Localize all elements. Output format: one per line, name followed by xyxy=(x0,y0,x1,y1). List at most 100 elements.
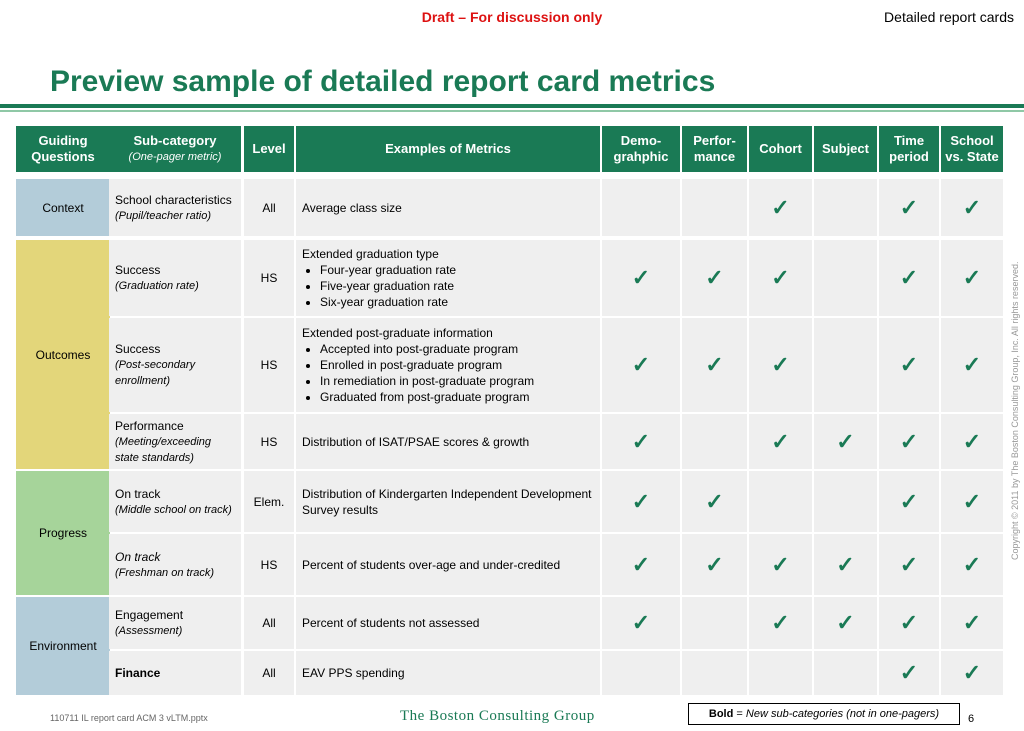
empty-cell xyxy=(814,318,877,412)
check-icon: ✓ xyxy=(631,352,651,377)
metric-text: Extended post-graduate information xyxy=(302,326,493,340)
check-icon: ✓ xyxy=(705,551,724,577)
check-icon: ✓ xyxy=(771,551,790,577)
column-header: Subject xyxy=(814,126,877,172)
level-value: HS xyxy=(260,434,278,449)
check-icon: ✓ xyxy=(962,610,982,635)
check-cell: ✓ xyxy=(682,471,747,532)
subcategory-note: (Post-secondary enrollment) xyxy=(115,359,196,387)
group-context: Context xyxy=(16,179,110,236)
column-header: Sub-category (One-pager metric) xyxy=(109,126,241,172)
check-cell: ✓ xyxy=(879,471,939,532)
check-cell: ✓ xyxy=(941,179,1003,236)
legend-bold: Bold xyxy=(708,708,734,720)
draft-banner: Draft – For discussion only xyxy=(421,9,603,25)
metric-text: Average class size xyxy=(302,200,402,215)
check-cell: ✓ xyxy=(682,318,747,412)
check-icon: ✓ xyxy=(899,551,919,577)
check-icon: ✓ xyxy=(899,610,919,635)
check-icon: ✓ xyxy=(962,551,982,577)
group-label: Progress xyxy=(38,526,88,540)
check-cell: ✓ xyxy=(814,534,877,595)
metric-bullet: Six-year graduation rate xyxy=(320,294,594,310)
subcategory-cell: Success (Post-secondary enrollment) xyxy=(109,318,241,412)
section-label: Detailed report cards xyxy=(884,9,1014,25)
check-icon: ✓ xyxy=(631,610,651,635)
column-header: Time period xyxy=(879,126,939,172)
copyright-notice: Copyright © 2011 by The Boston Consultin… xyxy=(1010,261,1020,560)
metric-bullets: Accepted into post-graduate programEnrol… xyxy=(302,341,594,405)
level-value: HS xyxy=(260,358,278,372)
check-cell: ✓ xyxy=(941,414,1003,469)
metric-cell: Average class size xyxy=(296,179,600,236)
check-icon: ✓ xyxy=(771,428,790,454)
check-cell: ✓ xyxy=(602,318,680,412)
group-progress: Progress xyxy=(16,471,110,595)
check-icon: ✓ xyxy=(631,551,651,577)
check-cell: ✓ xyxy=(941,471,1003,532)
subcategory-note: (Middle school on track) xyxy=(115,503,232,516)
check-icon: ✓ xyxy=(771,610,790,635)
empty-cell xyxy=(602,651,680,695)
check-cell: ✓ xyxy=(749,179,812,236)
metric-cell: Percent of students over-age and under-c… xyxy=(296,534,600,595)
check-cell: ✓ xyxy=(814,597,877,649)
metric-cell: EAV PPS spending xyxy=(296,651,600,695)
level-cell: HS xyxy=(244,534,294,595)
subcategory-label: Success xyxy=(115,342,161,356)
check-icon: ✓ xyxy=(962,194,982,220)
level-cell: All xyxy=(244,597,294,649)
check-icon: ✓ xyxy=(836,551,855,577)
legend-equals: = xyxy=(733,708,746,720)
subcategory-note: (Pupil/teacher ratio) xyxy=(115,209,211,222)
check-cell: ✓ xyxy=(941,597,1003,649)
group-label: Context xyxy=(42,200,84,215)
check-cell: ✓ xyxy=(879,597,939,649)
column-header: Cohort xyxy=(749,126,812,172)
subcategory-label: Performance xyxy=(115,418,184,433)
subcategory-note: (Freshman on track) xyxy=(115,566,215,579)
check-icon: ✓ xyxy=(899,660,919,685)
subcategory-note: (Graduation rate) xyxy=(115,280,199,292)
column-header-label: Guiding Questions xyxy=(31,133,95,164)
legend-text: New sub-categories (not in one-pagers) xyxy=(745,708,940,720)
check-cell: ✓ xyxy=(879,651,939,695)
column-header-label: School vs. State xyxy=(945,133,999,164)
check-cell: ✓ xyxy=(749,597,812,649)
column-header-label: Cohort xyxy=(759,141,802,156)
title-rule xyxy=(0,104,1024,108)
check-cell: ✓ xyxy=(941,651,1003,695)
metric-cell: Distribution of ISAT/PSAE scores & growt… xyxy=(296,414,600,469)
metric-cell: Extended post-graduate informationAccept… xyxy=(296,318,600,412)
empty-cell xyxy=(814,471,877,532)
level-value: HS xyxy=(260,271,278,285)
subcategory-label: On track xyxy=(115,549,161,564)
metric-text: Percent of students not assessed xyxy=(302,616,480,630)
column-header-label: Sub-category xyxy=(133,133,217,148)
level-value: Elem. xyxy=(253,494,285,509)
check-cell: ✓ xyxy=(602,240,680,316)
empty-cell xyxy=(749,651,812,695)
page-number: 6 xyxy=(968,713,975,725)
level-cell: All xyxy=(244,651,294,695)
level-value: All xyxy=(262,616,276,630)
bcg-logo: The Boston Consulting Group xyxy=(400,708,595,724)
check-cell: ✓ xyxy=(941,240,1003,316)
check-cell: ✓ xyxy=(879,534,939,595)
subcategory-cell: On track (Middle school on track) xyxy=(109,471,241,532)
metric-bullet: Accepted into post-graduate program xyxy=(320,341,594,357)
level-cell: Elem. xyxy=(244,471,294,532)
check-icon: ✓ xyxy=(836,428,855,454)
subcategory-label: Success xyxy=(115,263,161,277)
column-header-note: (One-pager metric) xyxy=(128,151,222,163)
check-icon: ✓ xyxy=(771,352,790,377)
column-header-label: Subject xyxy=(822,141,869,156)
title-rule-light xyxy=(0,110,1024,112)
check-cell: ✓ xyxy=(602,534,680,595)
check-icon: ✓ xyxy=(631,428,651,454)
column-header-label: Perfor-mance xyxy=(693,133,736,164)
empty-cell xyxy=(682,651,747,695)
check-cell: ✓ xyxy=(879,240,939,316)
group-label: Environment xyxy=(29,639,97,653)
metric-bullet: Enrolled in post-graduate program xyxy=(320,357,594,373)
